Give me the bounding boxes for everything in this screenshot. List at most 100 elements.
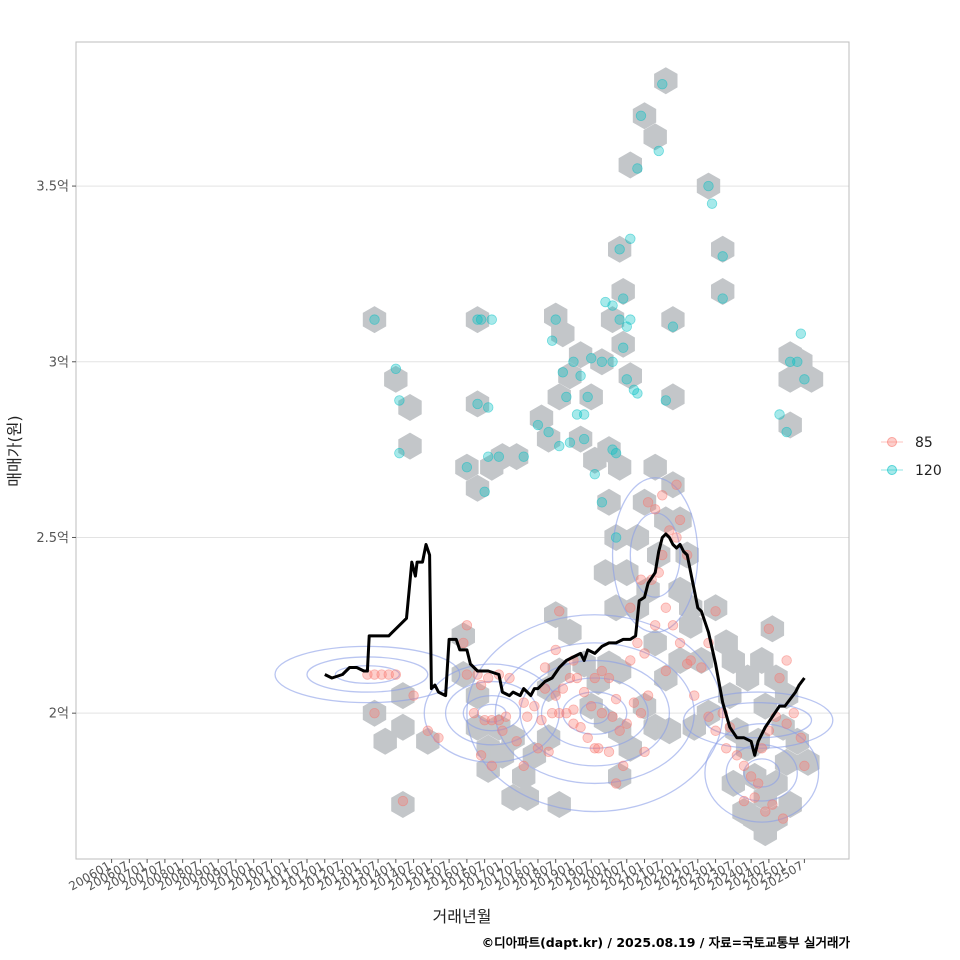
series-120-point-60 bbox=[799, 374, 810, 385]
series-120-point-23 bbox=[571, 409, 583, 420]
series-85-point-106 bbox=[799, 760, 810, 772]
series-85-point-70 bbox=[642, 497, 654, 508]
series-85-point-117 bbox=[639, 746, 650, 758]
series-120-point-18 bbox=[557, 367, 569, 378]
series-120-point-3 bbox=[394, 447, 405, 459]
hexbin-126 bbox=[764, 664, 788, 692]
hexbin-92 bbox=[668, 647, 692, 674]
series-85-point-46 bbox=[589, 743, 600, 754]
series-120-point-6 bbox=[486, 314, 497, 325]
series-120-point-59 bbox=[795, 328, 807, 339]
series-85-point-41 bbox=[550, 644, 561, 656]
series-85-point-72 bbox=[657, 490, 668, 501]
series-85-point-19 bbox=[500, 711, 512, 722]
series-85-point-26 bbox=[536, 714, 547, 726]
series-120-point-48 bbox=[635, 110, 647, 121]
series-120-point-56 bbox=[660, 395, 672, 406]
series-120-point-2 bbox=[394, 395, 405, 406]
hexbin-124 bbox=[778, 791, 802, 818]
series-120-point-20 bbox=[568, 356, 579, 367]
series-85-point-38 bbox=[578, 686, 590, 698]
series-120-point-50 bbox=[657, 78, 668, 90]
hexbin-72 bbox=[597, 488, 621, 516]
series-85-point-24 bbox=[522, 711, 533, 722]
series-85-point-91 bbox=[731, 750, 743, 761]
hexbin-12 bbox=[455, 453, 479, 481]
hexbin-16 bbox=[504, 443, 529, 471]
series-85-point-60 bbox=[625, 655, 636, 666]
hexbin-26 bbox=[512, 762, 536, 790]
series-120-point-1 bbox=[390, 363, 402, 375]
hexbin-44 bbox=[608, 762, 632, 790]
y-tick-label-3: 3.5억 bbox=[36, 180, 69, 195]
series-120-point-35 bbox=[607, 300, 618, 311]
series-120-point-61 bbox=[774, 409, 785, 420]
series-85-point-112 bbox=[475, 679, 487, 691]
series-85-point-22 bbox=[497, 725, 508, 736]
series-85-point-37 bbox=[571, 672, 583, 684]
plot-panel-border bbox=[75, 41, 850, 860]
series-120-point-63 bbox=[578, 409, 590, 420]
hexbin-1 bbox=[384, 365, 408, 393]
series-85-point-20 bbox=[475, 750, 487, 761]
hexbin-90 bbox=[643, 629, 667, 657]
series-120-point-16 bbox=[550, 314, 561, 325]
legend-label-85: 85 bbox=[915, 435, 933, 451]
hexbin-31 bbox=[547, 791, 571, 818]
series-85-point-33 bbox=[568, 704, 579, 715]
series-120-point-14 bbox=[532, 419, 544, 431]
series-85-point-92 bbox=[738, 760, 750, 772]
series-85-point-59 bbox=[642, 690, 654, 701]
hexbin-8 bbox=[391, 791, 415, 818]
series-85-point-69 bbox=[671, 532, 682, 543]
series-85-point-118 bbox=[610, 778, 622, 789]
series-120-point-58 bbox=[792, 356, 803, 367]
series-120-point-57 bbox=[784, 356, 796, 367]
hexbin-35 bbox=[558, 618, 582, 646]
series-85-point-36 bbox=[564, 672, 576, 684]
series-120-point-0 bbox=[369, 314, 380, 325]
series-85-point-3 bbox=[383, 669, 394, 680]
series-85-point-53 bbox=[618, 760, 629, 772]
series-120-point-51 bbox=[667, 321, 679, 332]
hexbin-103 bbox=[661, 306, 685, 334]
hexbin-102 bbox=[711, 278, 735, 305]
legend-item-120: 120 bbox=[881, 463, 942, 479]
series-85-point-68 bbox=[664, 525, 675, 536]
series-120-point-25 bbox=[564, 437, 576, 448]
series-85-point-113 bbox=[518, 697, 529, 708]
series-85-point-109 bbox=[781, 655, 792, 666]
hexbin-107 bbox=[799, 365, 824, 393]
series-120-points bbox=[369, 78, 810, 543]
series-85-point-49 bbox=[610, 693, 622, 705]
average-price-line-path bbox=[324, 532, 806, 757]
hexbin-61 bbox=[600, 306, 625, 334]
hexbin-98 bbox=[750, 647, 774, 674]
series-85-point-30 bbox=[546, 707, 558, 719]
hexbin-65 bbox=[608, 235, 632, 263]
series-85-point-80 bbox=[649, 620, 661, 631]
hexbin-11 bbox=[465, 390, 490, 418]
series-85-point-62 bbox=[639, 648, 650, 659]
hexbin-101 bbox=[711, 235, 735, 263]
series-85-point-81 bbox=[660, 665, 672, 677]
hexbin-76 bbox=[615, 559, 639, 587]
series-85-point-34 bbox=[550, 690, 561, 701]
x-axis-title: 거래년월 bbox=[433, 907, 492, 926]
hexbin-43 bbox=[618, 734, 642, 762]
series-120-point-9 bbox=[461, 461, 473, 473]
hexbin-45 bbox=[632, 692, 657, 720]
hexbin-36 bbox=[572, 650, 596, 678]
hexbin-115 bbox=[764, 769, 788, 797]
series-85-point-15 bbox=[468, 707, 480, 719]
series-120-point-62 bbox=[781, 426, 792, 438]
hexbin-5 bbox=[373, 727, 397, 755]
legend-swatch-120 bbox=[887, 465, 897, 475]
series-85-point-90 bbox=[721, 743, 732, 754]
hexbin-109 bbox=[778, 365, 802, 393]
legend-swatch-85 bbox=[887, 437, 897, 447]
x-axis-ticks: 2006012006072007012007072008012008072009… bbox=[66, 858, 805, 893]
series-85-point-89 bbox=[710, 725, 721, 736]
density-contour-2-5 bbox=[466, 614, 724, 813]
